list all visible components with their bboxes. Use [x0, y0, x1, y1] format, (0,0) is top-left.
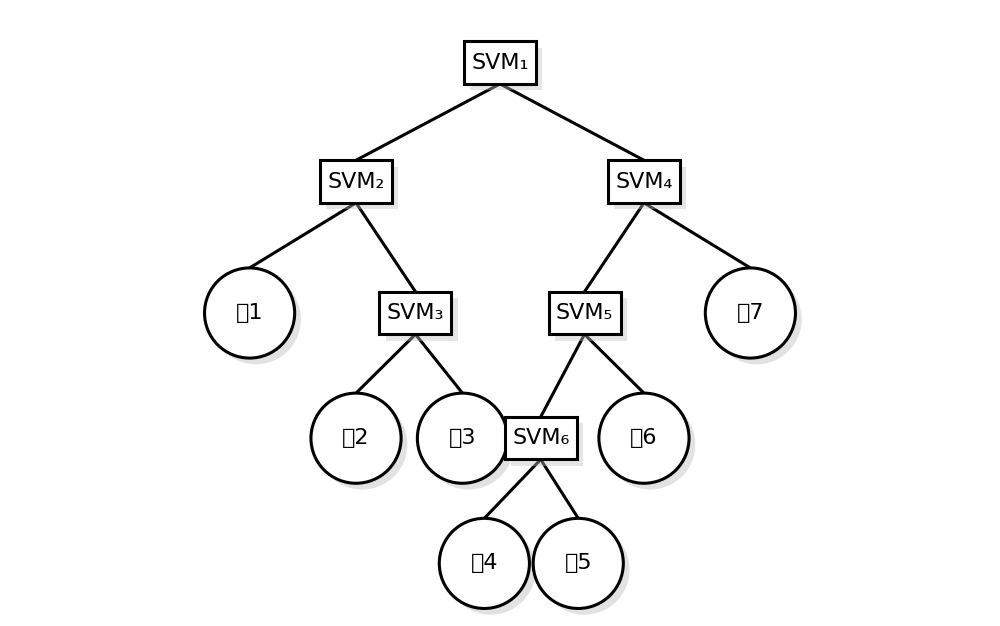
- FancyBboxPatch shape: [511, 423, 583, 466]
- FancyBboxPatch shape: [608, 160, 680, 203]
- Text: 类5: 类5: [564, 553, 592, 573]
- Text: SVM₄: SVM₄: [615, 172, 673, 192]
- Ellipse shape: [211, 274, 301, 364]
- FancyBboxPatch shape: [505, 417, 577, 459]
- FancyBboxPatch shape: [326, 167, 398, 209]
- Ellipse shape: [424, 399, 514, 490]
- Text: SVM₁: SVM₁: [471, 53, 529, 73]
- FancyBboxPatch shape: [470, 48, 542, 90]
- FancyBboxPatch shape: [464, 41, 536, 84]
- Ellipse shape: [605, 399, 695, 490]
- Ellipse shape: [446, 525, 536, 615]
- Ellipse shape: [311, 393, 401, 483]
- Ellipse shape: [417, 393, 508, 483]
- Text: SVM₆: SVM₆: [512, 428, 569, 448]
- FancyBboxPatch shape: [549, 292, 621, 334]
- FancyBboxPatch shape: [555, 298, 627, 341]
- FancyBboxPatch shape: [379, 292, 451, 334]
- Text: SVM₂: SVM₂: [327, 172, 385, 192]
- Text: 类2: 类2: [342, 428, 370, 448]
- Ellipse shape: [539, 525, 630, 615]
- Ellipse shape: [705, 268, 795, 358]
- Text: 类6: 类6: [630, 428, 658, 448]
- Text: SVM₃: SVM₃: [387, 303, 444, 323]
- Ellipse shape: [712, 274, 802, 364]
- Ellipse shape: [599, 393, 689, 483]
- Text: 类1: 类1: [236, 303, 263, 323]
- Text: SVM₅: SVM₅: [556, 303, 613, 323]
- Ellipse shape: [205, 268, 295, 358]
- FancyBboxPatch shape: [386, 298, 458, 341]
- FancyBboxPatch shape: [614, 167, 686, 209]
- Ellipse shape: [533, 518, 623, 608]
- Text: 类3: 类3: [449, 428, 476, 448]
- Text: 类4: 类4: [471, 553, 498, 573]
- Ellipse shape: [317, 399, 407, 490]
- Text: 类7: 类7: [737, 303, 764, 323]
- FancyBboxPatch shape: [320, 160, 392, 203]
- Ellipse shape: [439, 518, 529, 608]
